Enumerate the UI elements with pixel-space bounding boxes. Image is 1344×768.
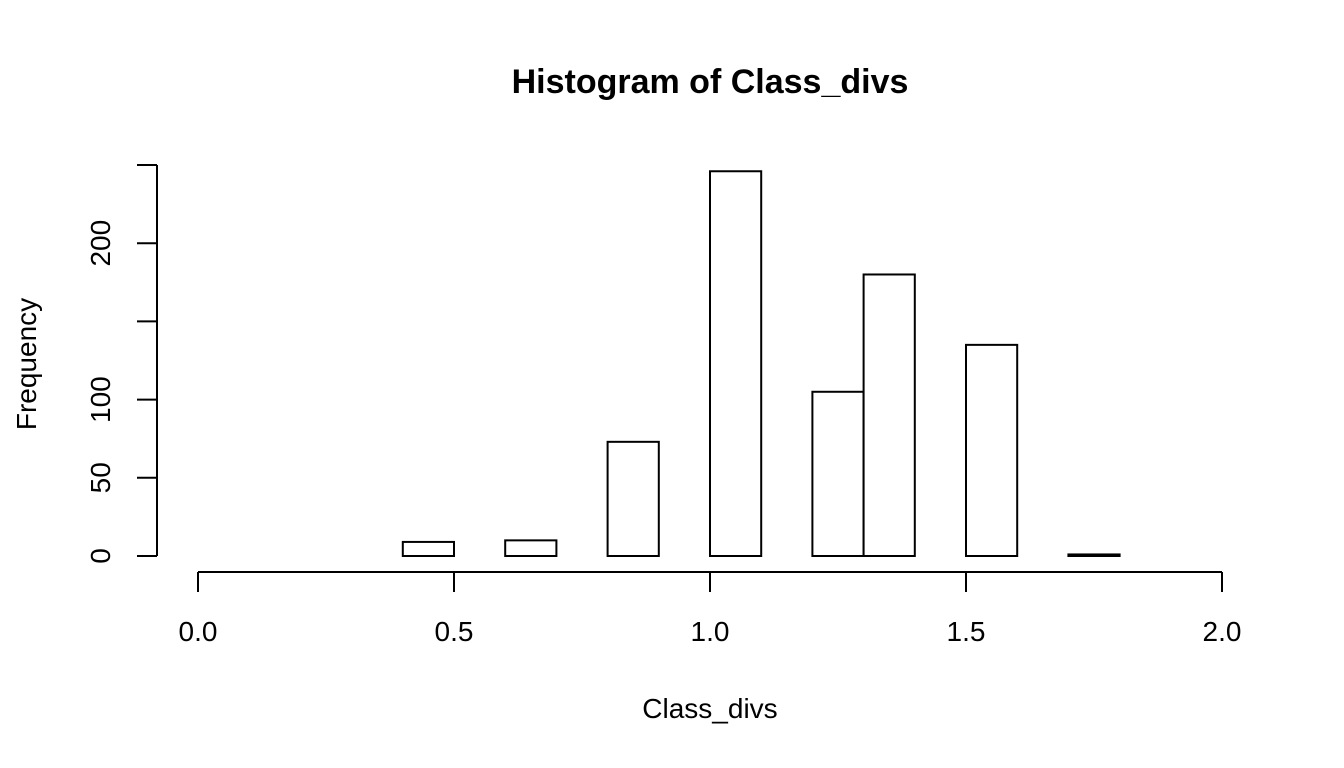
y-axis-label: Frequency: [11, 298, 42, 430]
histogram-bar: [606, 440, 660, 557]
x-axis-label: Class_divs: [642, 693, 777, 724]
histogram-bar: [1067, 553, 1121, 557]
x-tick-label: 0.5: [435, 616, 474, 647]
x-tick-label: 0.0: [179, 616, 218, 647]
histogram-bar: [965, 343, 1019, 557]
chart-title: Histogram of Class_divs: [512, 63, 909, 101]
histogram-bar: [504, 539, 558, 557]
bars-group: [401, 170, 1121, 558]
x-tick-label: 2.0: [1203, 616, 1242, 647]
x-tick-label: 1.5: [947, 616, 986, 647]
y-tick-label: 200: [85, 220, 116, 267]
x-tick-label: 1.0: [691, 616, 730, 647]
y-tick-label: 0: [85, 548, 116, 564]
histogram-bar: [709, 170, 763, 557]
histogram-bar: [401, 540, 455, 558]
y-axis: 0 50 100 200: [85, 164, 158, 564]
histogram-bar: [811, 390, 865, 557]
y-tick-label: 50: [85, 462, 116, 493]
y-tick-label: 100: [85, 376, 116, 423]
histogram-bar: [862, 273, 916, 557]
x-axis: 0.0 0.5 1.0 1.5 2.0: [179, 571, 1242, 647]
